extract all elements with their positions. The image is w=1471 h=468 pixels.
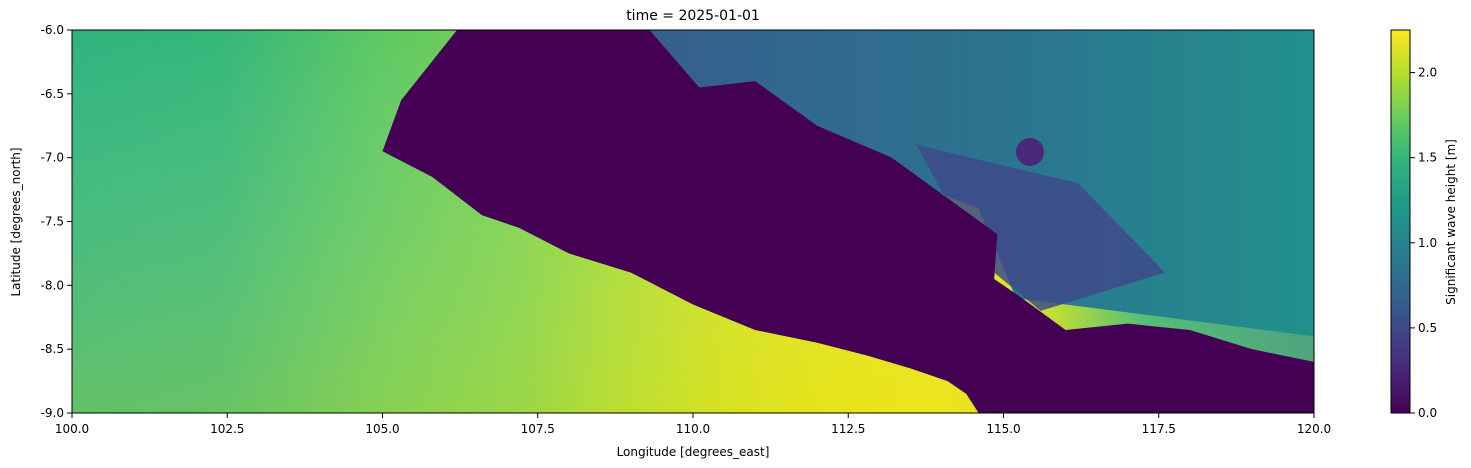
colorbar-ticks: 0.0 0.5 1.0 1.5 2.0 xyxy=(1410,66,1437,420)
x-tick-label: 105.0 xyxy=(365,422,399,436)
island-patch xyxy=(1016,138,1044,166)
y-tick-label: -6.0 xyxy=(41,23,64,37)
land-mask-east xyxy=(984,272,1314,413)
colorbar-tick-label: 2.0 xyxy=(1418,66,1437,80)
y-tick-label: -8.0 xyxy=(41,278,64,292)
x-tick-label: 120.0 xyxy=(1297,422,1331,436)
x-tick-label: 117.5 xyxy=(1142,422,1176,436)
colorbar-label: Significant wave height [m] xyxy=(1444,139,1458,305)
land-mask-java xyxy=(382,30,998,413)
colorbar-tick-label: 1.0 xyxy=(1418,236,1437,250)
x-tick-label: 102.5 xyxy=(210,422,244,436)
chart-title: time = 2025-01-01 xyxy=(626,8,760,24)
heatmap-plot-area xyxy=(72,30,1314,413)
y-tick-label: -7.5 xyxy=(41,215,64,229)
x-axis-label: Longitude [degrees_east] xyxy=(617,445,770,459)
x-tick-label: 107.5 xyxy=(521,422,555,436)
colorbar-tick-label: 0.0 xyxy=(1418,406,1437,420)
y-tick-label: -8.5 xyxy=(41,342,64,356)
x-tick-label: 115.0 xyxy=(986,422,1020,436)
x-tick-label: 100.0 xyxy=(55,422,89,436)
colorbar-tick-label: 0.5 xyxy=(1418,321,1437,335)
y-axis-ticks: -6.0 -6.5 -7.0 -7.5 -8.0 -8.5 -9.0 xyxy=(41,23,72,420)
colorbar xyxy=(1390,29,1411,414)
x-tick-label: 110.0 xyxy=(676,422,710,436)
x-axis-ticks: 100.0 102.5 105.0 107.5 110.0 112.5 115.0 117.5… xyxy=(55,413,1331,436)
calm-water-band xyxy=(916,144,1165,311)
x-tick-label: 112.5 xyxy=(831,422,865,436)
y-tick-label: -9.0 xyxy=(41,406,64,420)
colorbar-tick-label: 1.5 xyxy=(1418,151,1437,165)
y-axis-label: Latitude [degrees_north] xyxy=(9,147,23,296)
y-tick-label: -6.5 xyxy=(41,87,64,101)
y-tick-label: -7.0 xyxy=(41,151,64,165)
